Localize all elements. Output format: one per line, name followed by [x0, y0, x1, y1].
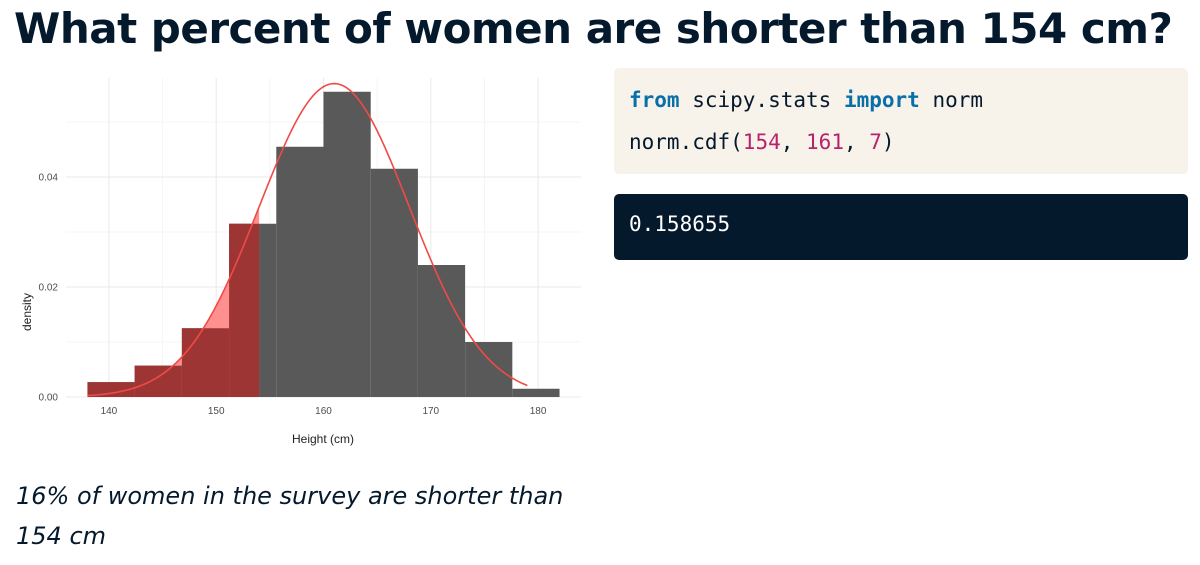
arg-separator: ,	[780, 130, 807, 154]
keyword-import: import	[843, 88, 920, 112]
arg-sd: 7	[869, 130, 882, 154]
code-block: from scipy.stats import norm norm.cdf(15…	[614, 68, 1188, 174]
output-block: 0.158655	[614, 194, 1188, 260]
x-tick-label: 160	[315, 406, 332, 417]
y-tick-label: 0.04	[39, 173, 59, 184]
code-line-cdf: norm.cdf(154, 161, 7)	[629, 128, 1188, 170]
shaded-bar	[87, 382, 135, 397]
axis-ticks: 140 150 160 170 180 0.00 0.02 0.04	[39, 173, 547, 418]
y-tick-label: 0.02	[39, 283, 59, 294]
x-tick-label: 180	[530, 406, 547, 417]
caption-text: 16% of women in the survey are shorter t…	[16, 482, 564, 550]
page-title: What percent of women are shorter than 1…	[14, 4, 1173, 53]
arg-mean: 161	[806, 130, 844, 154]
shaded-bar	[229, 223, 260, 397]
arg-separator: ,	[843, 130, 870, 154]
histogram-bar	[512, 388, 560, 397]
shaded-bar-overlap	[87, 223, 260, 397]
histogram-bar	[465, 342, 513, 397]
arg-value: 154	[742, 130, 781, 154]
y-axis-label: density	[20, 293, 34, 331]
function-call: norm.cdf(	[629, 130, 743, 154]
code-line-import: from scipy.stats import norm	[629, 86, 1188, 128]
histogram-bar	[276, 146, 324, 397]
output-value: 0.158655	[629, 212, 731, 236]
normal-curve	[87, 82, 528, 397]
function-close: )	[881, 130, 895, 154]
keyword-from: from	[629, 88, 680, 112]
x-tick-label: 140	[101, 406, 118, 417]
module-name: scipy.stats	[679, 88, 844, 112]
histogram-bar	[323, 91, 371, 397]
shaded-bar	[134, 365, 182, 397]
x-axis-label: Height (cm)	[292, 432, 354, 446]
shaded-cdf-region	[87, 206, 260, 397]
histogram-bar	[370, 168, 418, 397]
histogram-bar	[417, 265, 466, 397]
x-tick-label: 150	[208, 406, 225, 417]
x-tick-label: 170	[422, 406, 439, 417]
shaded-bar	[181, 328, 230, 397]
import-name: norm	[919, 88, 984, 112]
y-tick-label: 0.00	[39, 393, 59, 404]
